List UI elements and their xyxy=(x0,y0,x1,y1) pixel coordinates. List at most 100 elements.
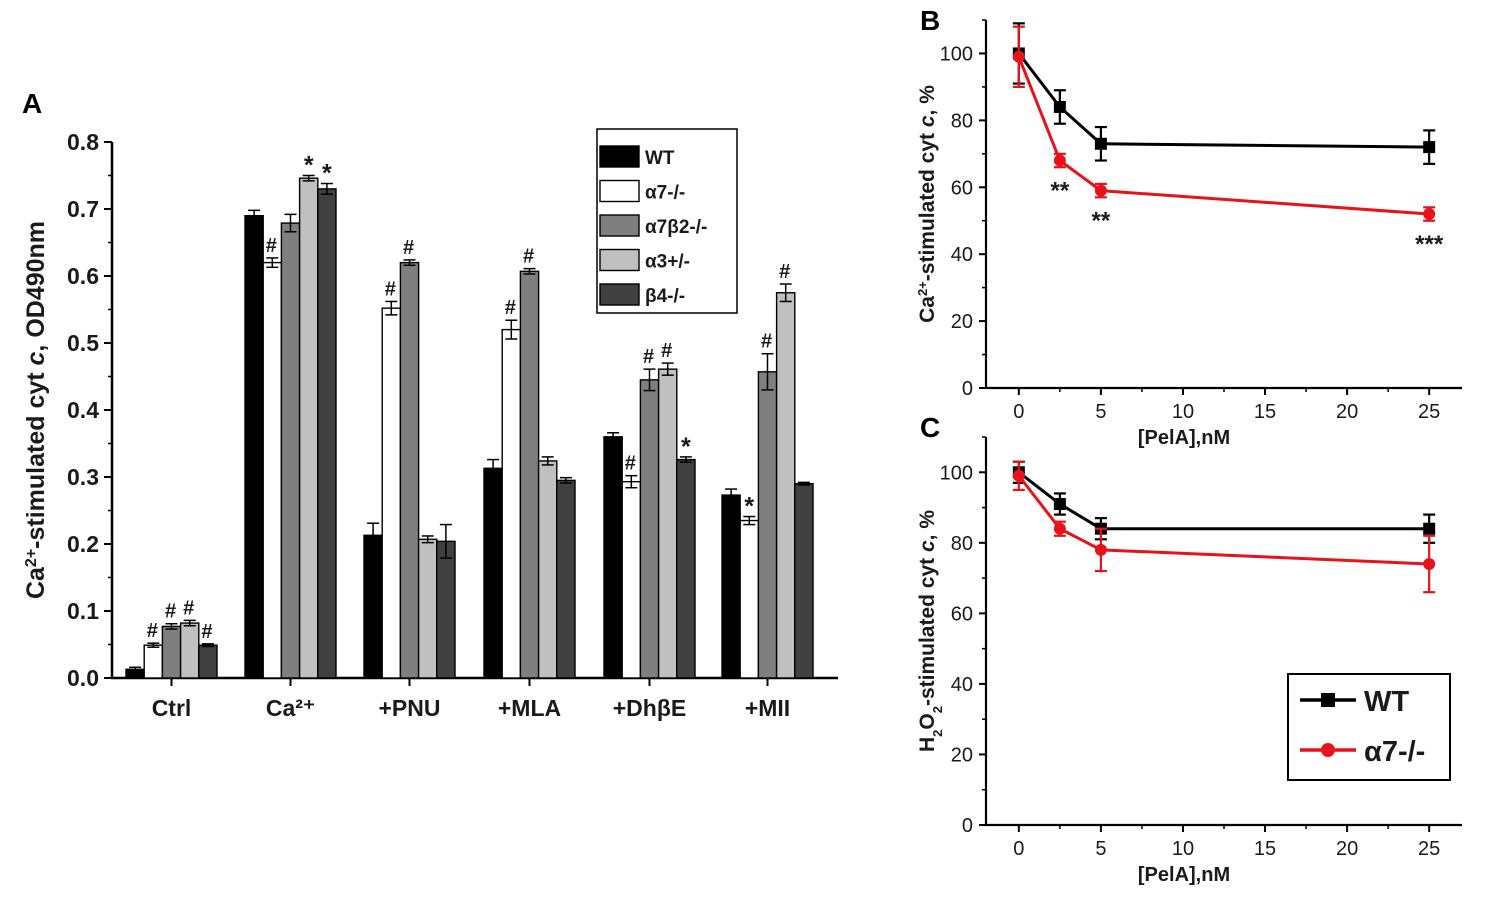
data-point xyxy=(1053,522,1066,535)
data-point xyxy=(1053,100,1066,113)
data-point xyxy=(1012,469,1025,482)
y-axis-title-part: Ca xyxy=(916,296,939,323)
significance-mark: * xyxy=(322,160,332,188)
bar xyxy=(501,328,522,679)
x-tick-label: 5 xyxy=(1095,401,1106,423)
panel-label-a: A xyxy=(22,88,42,119)
y-tick-label: 0.8 xyxy=(67,129,99,155)
significance-mark: ** xyxy=(1051,178,1070,205)
data-point xyxy=(1053,154,1066,167)
series-line xyxy=(1017,471,1430,531)
x-tick-label: +MLA xyxy=(498,695,561,721)
significance-mark: *** xyxy=(1415,231,1444,258)
data-point xyxy=(1423,208,1436,221)
significance-mark: * xyxy=(304,152,314,180)
y-tick-label: 0.3 xyxy=(67,464,99,490)
legend-swatch xyxy=(599,145,640,168)
y-axis-title-part: O xyxy=(916,713,939,729)
x-tick-label: Ctrl xyxy=(152,695,192,721)
y-tick-label: 0.7 xyxy=(67,196,99,222)
significance-mark: # xyxy=(183,597,194,619)
legend-marker xyxy=(1321,693,1335,707)
significance-mark: * xyxy=(681,433,691,461)
bar xyxy=(317,188,337,679)
bar xyxy=(399,261,420,679)
bar xyxy=(603,436,623,679)
x-tick-label: +PNU xyxy=(379,695,441,721)
x-tick-label: 15 xyxy=(1254,401,1276,423)
y-axis-title-italic: c xyxy=(916,540,939,552)
significance-mark: # xyxy=(661,340,672,362)
y-tick-label: 0.4 xyxy=(67,397,99,423)
data-point xyxy=(1053,498,1066,511)
bar xyxy=(739,519,760,679)
significance-mark: # xyxy=(385,278,396,300)
significance-mark: # xyxy=(523,246,534,268)
legend-label: α7β2-/- xyxy=(645,217,707,238)
significance-mark: # xyxy=(201,621,212,643)
legend-label: α7-/- xyxy=(645,183,685,204)
significance-mark: # xyxy=(505,297,516,319)
significance-mark: ** xyxy=(1092,208,1111,235)
x-axis-title: [PelA],nM xyxy=(1138,427,1230,449)
bar xyxy=(298,177,319,679)
bar xyxy=(537,460,558,679)
significance-mark: # xyxy=(643,346,654,368)
y-tick-label: 60 xyxy=(951,603,973,625)
bar xyxy=(483,467,503,679)
legend-swatch xyxy=(599,179,640,203)
y-tick-label: 0 xyxy=(962,378,973,400)
significance-mark: # xyxy=(165,601,176,623)
x-tick-label: 5 xyxy=(1095,838,1106,860)
bar xyxy=(794,483,814,679)
data-point xyxy=(1012,50,1025,63)
significance-mark: # xyxy=(625,453,636,475)
legend-label: α7-/- xyxy=(1364,736,1425,768)
panel-label-c: C xyxy=(920,412,940,443)
y-axis-title-part: , OD490nm xyxy=(22,221,50,352)
bar xyxy=(161,625,182,679)
bar xyxy=(280,222,301,679)
y-tick-label: 40 xyxy=(951,674,973,696)
y-tick-label: 60 xyxy=(951,177,973,199)
bar xyxy=(757,371,778,679)
x-tick-label: 10 xyxy=(1172,838,1194,860)
x-tick-label: 15 xyxy=(1254,838,1276,860)
legend-swatch xyxy=(599,248,640,272)
y-axis-title-italic: c xyxy=(916,115,939,127)
bar xyxy=(639,379,660,679)
bar xyxy=(621,480,642,679)
y-tick-label: 80 xyxy=(951,110,973,132)
bar xyxy=(143,644,164,679)
legend-marker xyxy=(1321,743,1335,757)
x-tick-label: 10 xyxy=(1172,401,1194,423)
data-point xyxy=(1094,543,1107,556)
bar xyxy=(198,644,218,679)
data-point xyxy=(1094,137,1107,150)
legend-label: WT xyxy=(1364,686,1409,718)
panel-label-b: B xyxy=(920,5,940,36)
x-tick-label: +MII xyxy=(745,695,790,721)
legend-box xyxy=(1287,673,1451,781)
y-tick-label: 80 xyxy=(951,533,973,555)
y-tick-label: 100 xyxy=(940,462,973,484)
x-axis-title: [PelA],nM xyxy=(1138,864,1230,886)
bar xyxy=(179,622,200,679)
x-tick-label: 20 xyxy=(1336,401,1358,423)
y-tick-label: 100 xyxy=(940,43,973,65)
significance-mark: # xyxy=(761,331,772,353)
bar xyxy=(721,494,741,679)
data-point xyxy=(1423,557,1436,570)
bar xyxy=(363,534,383,679)
y-axis-title-part: Ca xyxy=(22,566,50,599)
significance-mark: # xyxy=(779,261,790,283)
x-tick-label: 0 xyxy=(1013,838,1024,860)
y-axis-title-part: , % xyxy=(916,510,939,541)
significance-mark: * xyxy=(744,493,754,521)
x-tick-label: +DhβE xyxy=(613,695,686,721)
significance-mark: # xyxy=(266,235,277,257)
data-point xyxy=(1423,522,1436,535)
series-line xyxy=(1017,52,1430,149)
y-axis-title-part: -stimulated cyt xyxy=(22,365,50,548)
